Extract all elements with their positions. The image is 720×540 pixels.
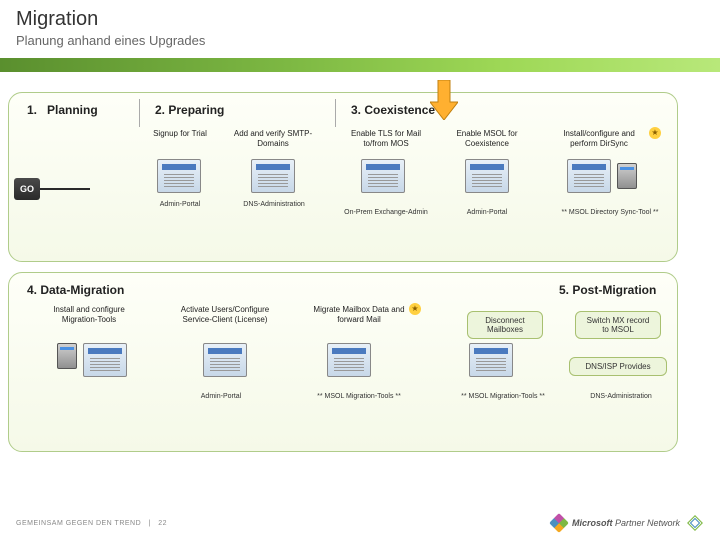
footer-right: Microsoft Partner Network bbox=[552, 514, 704, 532]
server-icon bbox=[57, 343, 77, 369]
label-onprem: On-Prem Exchange-Admin bbox=[341, 209, 431, 216]
label-migtools1: ** MSOL Migration-Tools ** bbox=[309, 393, 409, 400]
dns-icon bbox=[251, 159, 295, 193]
section5-title: 5. Post-Migration bbox=[559, 283, 656, 297]
portal-icon bbox=[567, 159, 611, 193]
step-installmig: Install and configure Migration-Tools bbox=[39, 305, 139, 324]
arrow-down-icon bbox=[430, 80, 458, 120]
portal-icon bbox=[203, 343, 247, 377]
section1-num: 1. bbox=[27, 103, 37, 117]
dns-isp-box: DNS/ISP Provides bbox=[569, 357, 667, 376]
portal-icon bbox=[465, 159, 509, 193]
label-dnsadmin2: DNS-Administration bbox=[571, 393, 671, 400]
exchange-icon bbox=[361, 159, 405, 193]
section3-title: 3. Coexistence bbox=[351, 103, 435, 117]
slide-footer: GEMEINSAM GEGEN DEN TREND | 22 Microsoft… bbox=[16, 514, 704, 532]
star-icon: ★ bbox=[409, 303, 421, 315]
divider-bar bbox=[0, 58, 720, 72]
region-top: 1. Planning 2. Preparing 3. Coexistence … bbox=[8, 92, 678, 262]
portal-icon bbox=[157, 159, 201, 193]
portal-icon bbox=[469, 343, 513, 377]
step-switchmx: Switch MX record to MSOL bbox=[575, 311, 661, 339]
divider bbox=[335, 99, 336, 127]
region-bottom: 4. Data-Migration 5. Post-Migration Inst… bbox=[8, 272, 678, 452]
section2-title: 2. Preparing bbox=[155, 103, 224, 117]
label-dirsync: ** MSOL Directory Sync-Tool ** bbox=[555, 209, 665, 216]
slide-subtitle: Planung anhand eines Upgrades bbox=[16, 33, 704, 48]
divider bbox=[139, 99, 140, 127]
footer-sep: | bbox=[149, 520, 151, 527]
section4-title: 4. Data-Migration bbox=[27, 283, 124, 297]
footer-left: GEMEINSAM GEGEN DEN TREND | 22 bbox=[16, 520, 167, 527]
label-dnsadmin: DNS-Administration bbox=[229, 201, 319, 208]
go-badge: GO bbox=[14, 178, 40, 200]
partner-network-icon bbox=[686, 514, 704, 532]
footer-brand: Microsoft bbox=[572, 518, 613, 528]
footer-brand-suffix: Partner Network bbox=[615, 518, 680, 528]
server-icon bbox=[617, 163, 637, 189]
section1-title: Planning bbox=[47, 103, 98, 117]
step-activate: Activate Users/Configure Service-Client … bbox=[165, 305, 285, 324]
step-enablemsol: Enable MSOL for Coexistence bbox=[447, 129, 527, 148]
slide-header: Migration Planung anhand eines Upgrades bbox=[0, 0, 720, 52]
step-migrate: Migrate Mailbox Data and forward Mail bbox=[309, 305, 409, 324]
step-addverify: Add and verify SMTP-Domains bbox=[233, 129, 313, 148]
portal-icon bbox=[83, 343, 127, 377]
footer-pagenum: 22 bbox=[158, 520, 167, 527]
content-area: 1. Planning 2. Preparing 3. Coexistence … bbox=[0, 72, 720, 472]
go-connector bbox=[40, 188, 90, 190]
step-signup: Signup for Trial bbox=[145, 129, 215, 139]
portal-icon bbox=[327, 343, 371, 377]
slide-title: Migration bbox=[16, 8, 704, 31]
label-migtools2: ** MSOL Migration-Tools ** bbox=[453, 393, 553, 400]
step-enabletls: Enable TLS for Mail to/from MOS bbox=[341, 129, 431, 148]
star-icon: ★ bbox=[649, 127, 661, 139]
label-adminportal2: Admin-Portal bbox=[445, 209, 529, 216]
microsoft-logo-icon bbox=[549, 513, 569, 533]
footer-text: GEMEINSAM GEGEN DEN TREND bbox=[16, 520, 141, 527]
label-adminportal: Admin-Portal bbox=[145, 201, 215, 208]
step-disconnect: Disconnect Mailboxes bbox=[467, 311, 543, 339]
step-dirsync: Install/configure and perform DirSync bbox=[549, 129, 649, 148]
label-adminportal3: Admin-Portal bbox=[171, 393, 271, 400]
